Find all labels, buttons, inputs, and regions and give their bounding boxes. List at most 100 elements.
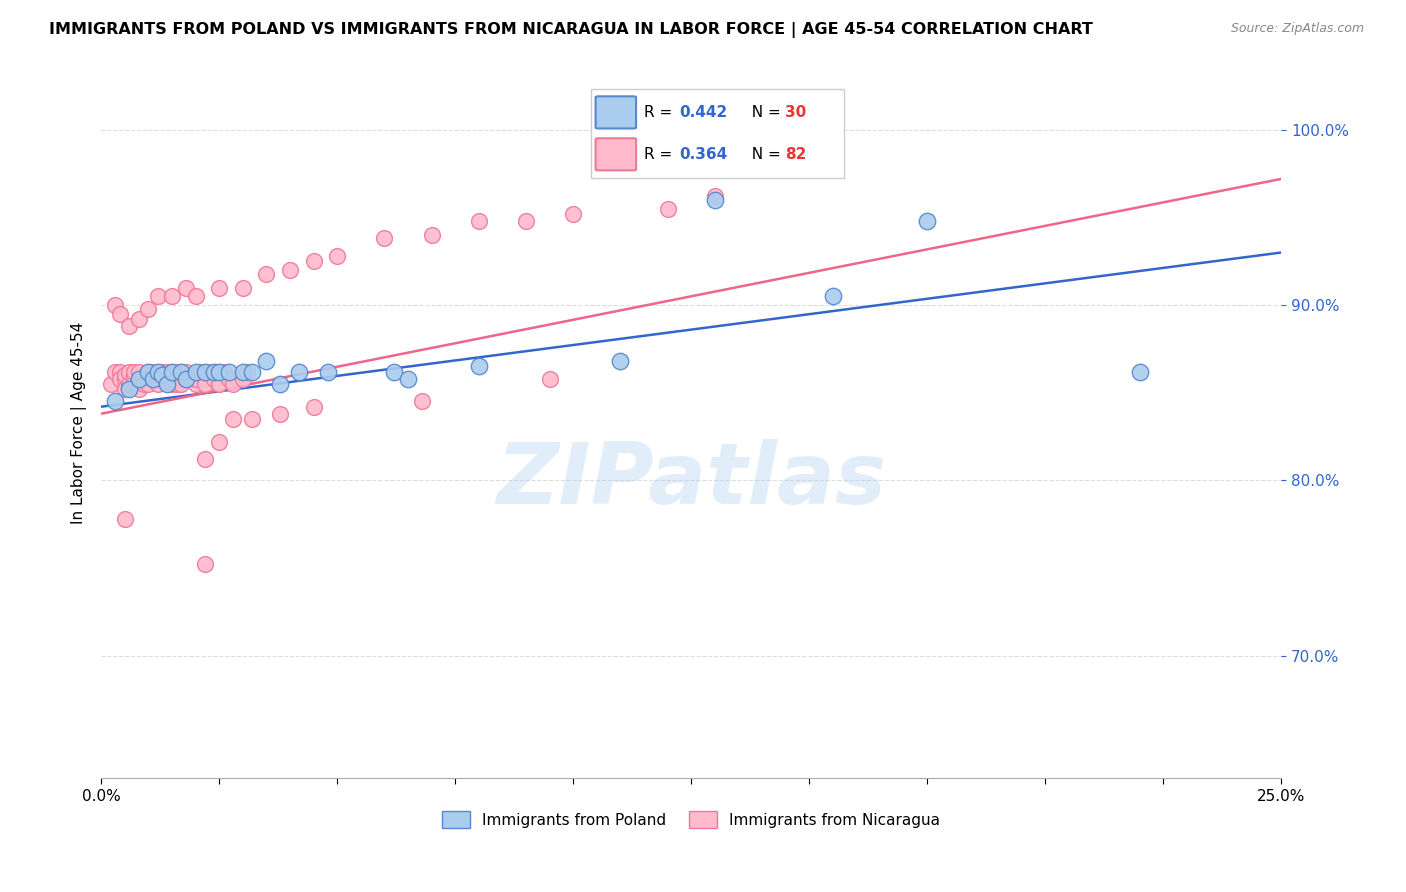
Point: [1128, 365, 1150, 379]
Point: [222, 376, 245, 391]
Point: [915, 214, 938, 228]
Point: [208, 365, 231, 379]
Point: [136, 301, 159, 316]
Point: [373, 231, 395, 245]
Text: 0.442: 0.442: [679, 105, 727, 120]
Legend: Immigrants from Poland, Immigrants from Nicaragua: Immigrants from Poland, Immigrants from …: [436, 805, 946, 834]
Point: [160, 289, 183, 303]
Point: [114, 382, 136, 396]
Point: [184, 376, 207, 391]
Point: [194, 452, 217, 467]
Point: [218, 365, 240, 379]
Point: [100, 376, 122, 391]
Point: [108, 372, 131, 386]
Point: [212, 365, 235, 379]
Point: [132, 372, 155, 386]
Point: [174, 372, 197, 386]
Point: [170, 372, 193, 386]
Point: [208, 434, 231, 449]
Text: 0.364: 0.364: [679, 147, 727, 161]
Point: [254, 354, 277, 368]
Point: [467, 359, 489, 374]
Point: [152, 372, 174, 386]
Point: [208, 376, 231, 391]
Point: [166, 372, 188, 386]
Point: [302, 254, 325, 268]
Point: [269, 407, 291, 421]
Text: IMMIGRANTS FROM POLAND VS IMMIGRANTS FROM NICARAGUA IN LABOR FORCE | AGE 45-54 C: IMMIGRANTS FROM POLAND VS IMMIGRANTS FRO…: [49, 22, 1092, 38]
Point: [104, 365, 127, 379]
Point: [132, 376, 155, 391]
Point: [420, 227, 443, 242]
Point: [538, 372, 561, 386]
Point: [146, 376, 169, 391]
Point: [396, 372, 419, 386]
Point: [118, 365, 141, 379]
FancyBboxPatch shape: [596, 138, 636, 170]
Point: [114, 372, 136, 386]
Point: [170, 365, 193, 379]
Point: [236, 365, 259, 379]
Point: [142, 365, 165, 379]
Point: [278, 263, 301, 277]
Point: [184, 289, 207, 303]
Point: [202, 372, 225, 386]
Point: [184, 365, 207, 379]
Point: [184, 372, 207, 386]
Point: [128, 382, 150, 396]
Point: [609, 354, 631, 368]
Text: 30: 30: [786, 105, 807, 120]
Point: [156, 376, 179, 391]
Point: [142, 372, 165, 386]
Point: [136, 365, 159, 379]
Point: [515, 214, 537, 228]
Point: [703, 189, 725, 203]
Point: [174, 280, 197, 294]
Y-axis label: In Labor Force | Age 45-54: In Labor Force | Age 45-54: [72, 322, 87, 524]
Text: 82: 82: [786, 147, 807, 161]
Point: [152, 365, 174, 379]
FancyBboxPatch shape: [596, 96, 636, 128]
Text: N =: N =: [742, 105, 786, 120]
Point: [146, 365, 169, 379]
Point: [118, 376, 141, 391]
Point: [156, 375, 179, 389]
Point: [118, 382, 141, 396]
Point: [160, 365, 183, 379]
Point: [202, 365, 225, 379]
Point: [208, 280, 231, 294]
Point: [302, 400, 325, 414]
Point: [128, 365, 150, 379]
Point: [122, 372, 145, 386]
Point: [122, 365, 145, 379]
Point: [194, 372, 217, 386]
Point: [160, 376, 183, 391]
Point: [232, 365, 254, 379]
Point: [118, 319, 141, 334]
Point: [166, 365, 188, 379]
Point: [146, 372, 169, 386]
Point: [122, 368, 145, 383]
Point: [174, 372, 197, 386]
Point: [146, 289, 169, 303]
Point: [152, 368, 174, 383]
Point: [108, 307, 131, 321]
Point: [269, 376, 291, 391]
Point: [232, 372, 254, 386]
Text: R =: R =: [644, 105, 676, 120]
Point: [562, 207, 585, 221]
Text: ZIPatlas: ZIPatlas: [496, 439, 886, 522]
Point: [288, 365, 311, 379]
Point: [232, 280, 254, 294]
Point: [166, 376, 188, 391]
Point: [218, 372, 240, 386]
Point: [657, 202, 679, 216]
Point: [104, 394, 127, 409]
Point: [194, 558, 217, 572]
Point: [254, 267, 277, 281]
Point: [240, 365, 263, 379]
Point: [128, 372, 150, 386]
Point: [467, 214, 489, 228]
Point: [142, 372, 165, 386]
Point: [136, 376, 159, 391]
